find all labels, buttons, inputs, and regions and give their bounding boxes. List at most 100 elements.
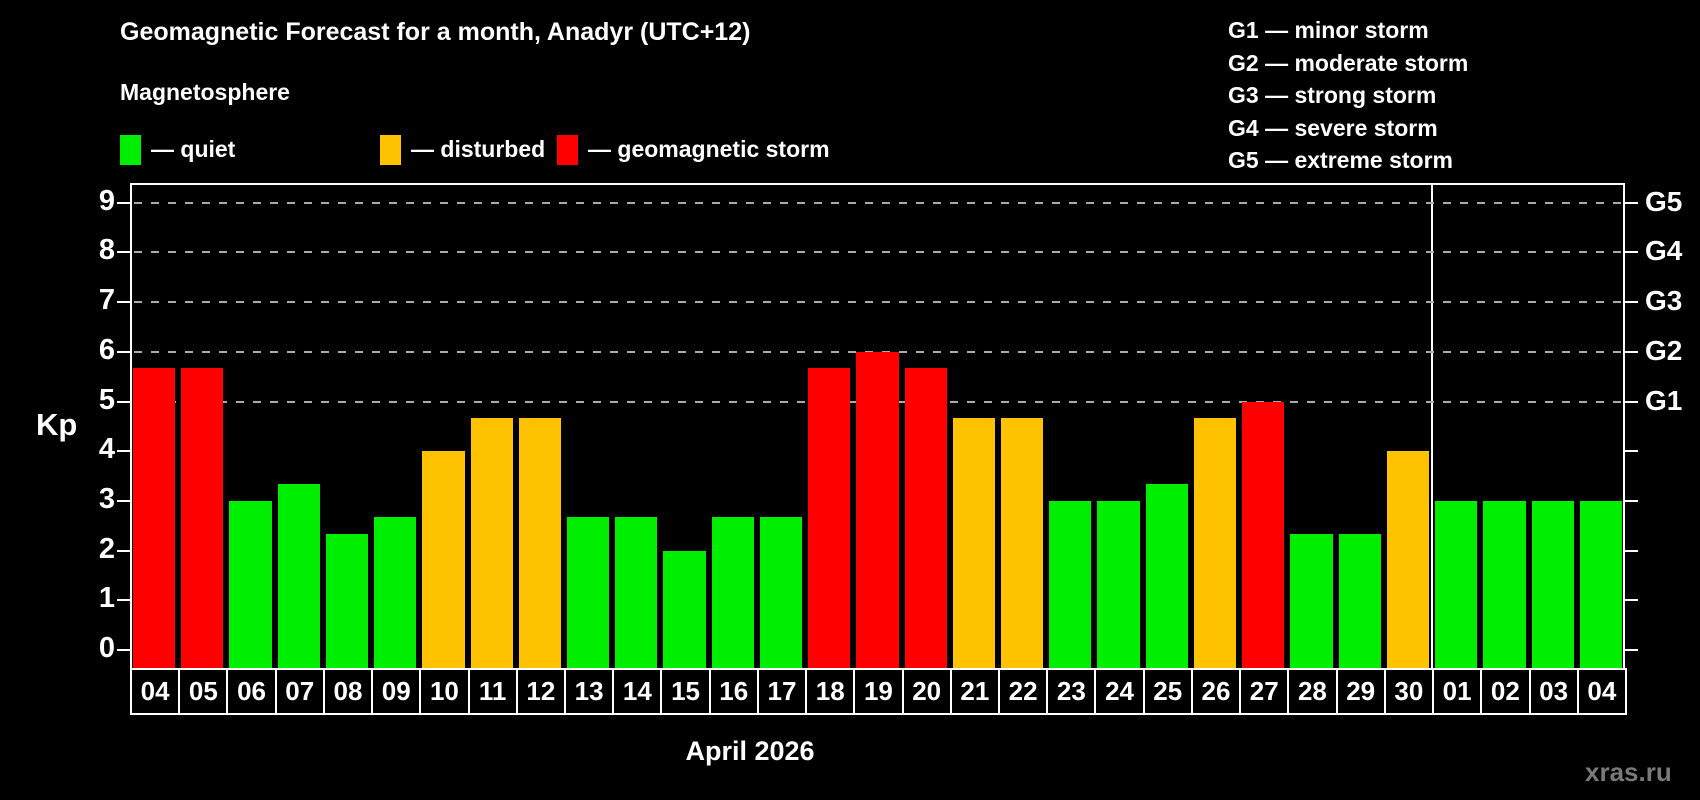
gridline-kp7 — [134, 301, 1623, 304]
bar-apr-26 — [1193, 417, 1237, 668]
right-tick-5 — [1625, 400, 1638, 403]
right-tick-1 — [1625, 599, 1638, 602]
day-label-apr-16: 16 — [708, 668, 759, 715]
g2-legend-line: G2 — moderate storm — [1228, 49, 1469, 76]
right-tick-8 — [1625, 251, 1638, 254]
day-label-apr-25: 25 — [1142, 668, 1193, 715]
day-label-apr-27: 27 — [1239, 668, 1290, 715]
day-label-apr-06: 06 — [226, 668, 277, 715]
right-tick-6 — [1625, 350, 1638, 353]
day-label-apr-20: 20 — [901, 668, 952, 715]
bar-apr-18 — [808, 368, 851, 668]
day-label-apr-21: 21 — [949, 668, 1000, 715]
y-tick-label-5: 5 — [98, 383, 115, 416]
y-tick-label-3: 3 — [98, 482, 115, 515]
day-label-apr-12: 12 — [515, 668, 566, 715]
day-label-apr-04: 04 — [130, 668, 181, 715]
bar-apr-27 — [1242, 401, 1285, 668]
day-label-apr-11: 11 — [467, 668, 518, 715]
right-tick-4 — [1625, 450, 1638, 453]
bar-apr-08 — [325, 534, 369, 668]
bar-apr-07 — [277, 484, 320, 668]
day-label-may-01: 01 — [1432, 668, 1483, 715]
page-title: Geomagnetic Forecast for a month, Anadyr… — [120, 18, 751, 46]
y-axis-label: Kp — [36, 407, 78, 442]
day-label-may-04: 04 — [1576, 668, 1627, 715]
y-tick-label-0: 0 — [98, 632, 115, 664]
g-axis-label-g4: G4 — [1645, 235, 1683, 267]
x-axis-label: April 2026 — [685, 736, 815, 766]
day-label-may-02: 02 — [1480, 668, 1531, 715]
left-tick-4 — [117, 450, 130, 453]
quiet-color-swatch — [120, 135, 141, 165]
y-tick-label-7: 7 — [98, 284, 115, 317]
bar-apr-25 — [1145, 484, 1188, 668]
bar-apr-15 — [663, 550, 706, 668]
month-separator-line — [1431, 185, 1433, 668]
day-label-apr-23: 23 — [1046, 668, 1097, 715]
day-label-apr-14: 14 — [612, 668, 663, 715]
left-tick-9 — [117, 201, 130, 204]
left-tick-2 — [117, 549, 130, 552]
legend-label-storm: — geomagnetic storm — [588, 136, 830, 162]
y-tick-label-2: 2 — [98, 532, 115, 565]
bar-apr-19 — [856, 351, 899, 668]
bar-apr-24 — [1097, 500, 1140, 668]
legend-label-disturbed: — disturbed — [411, 136, 546, 162]
bar-apr-29 — [1338, 534, 1381, 668]
g4-legend-line: G4 — severe storm — [1228, 114, 1438, 141]
bar-apr-17 — [759, 517, 803, 668]
bar-apr-22 — [1001, 417, 1044, 668]
day-label-apr-30: 30 — [1383, 668, 1434, 715]
left-tick-7 — [117, 301, 130, 304]
day-label-apr-05: 05 — [178, 668, 229, 715]
day-label-may-03: 03 — [1528, 668, 1579, 715]
bar-apr-21 — [952, 417, 995, 668]
bar-apr-12 — [518, 417, 561, 668]
g-axis-label-g2: G2 — [1645, 334, 1683, 366]
magnetosphere-subtitle: Magnetosphere — [120, 79, 290, 105]
bar-apr-13 — [567, 517, 610, 668]
g5-legend-line: G5 — extreme storm — [1228, 147, 1453, 174]
watermark: xras.ru — [1585, 757, 1672, 787]
gridline-kp9 — [134, 201, 1623, 204]
storm-color-swatch — [557, 135, 578, 165]
day-label-apr-10: 10 — [419, 668, 470, 715]
right-tick-2 — [1625, 549, 1638, 552]
left-tick-5 — [117, 400, 130, 403]
gridline-kp8 — [134, 251, 1623, 254]
g-axis-label-g1: G1 — [1645, 384, 1683, 416]
bar-apr-10 — [422, 451, 465, 668]
left-tick-1 — [117, 599, 130, 602]
day-label-apr-15: 15 — [660, 668, 711, 715]
bar-apr-16 — [711, 517, 754, 668]
day-label-apr-26: 26 — [1190, 668, 1242, 715]
day-label-apr-13: 13 — [564, 668, 615, 715]
right-tick-9 — [1625, 201, 1638, 204]
left-tick-6 — [117, 350, 130, 353]
y-tick-label-4: 4 — [98, 433, 115, 466]
bar-apr-20 — [904, 368, 947, 668]
bar-apr-28 — [1290, 534, 1333, 668]
right-tick-7 — [1625, 301, 1638, 304]
bar-apr-11 — [470, 417, 513, 668]
day-label-apr-19: 19 — [853, 668, 904, 715]
bar-may-02 — [1483, 500, 1526, 668]
legend-label-quiet: — quiet — [151, 136, 236, 162]
plot-frame — [130, 183, 1625, 668]
y-tick-label-9: 9 — [98, 184, 115, 217]
bar-apr-06 — [229, 500, 272, 668]
day-label-apr-08: 08 — [322, 668, 374, 715]
g-axis-label-g5: G5 — [1645, 185, 1683, 217]
left-tick-8 — [117, 251, 130, 254]
g-scale-legend: G1 — minor storm G2 — moderate storm G3 … — [1228, 14, 1468, 177]
day-label-apr-22: 22 — [998, 668, 1049, 715]
y-tick-label-6: 6 — [98, 333, 115, 366]
left-tick-3 — [117, 499, 130, 502]
g3-legend-line: G3 — strong storm — [1228, 82, 1437, 109]
bar-may-01 — [1435, 500, 1478, 668]
y-tick-label-8: 8 — [98, 234, 115, 267]
bar-apr-09 — [374, 517, 417, 668]
day-label-apr-18: 18 — [805, 668, 856, 715]
